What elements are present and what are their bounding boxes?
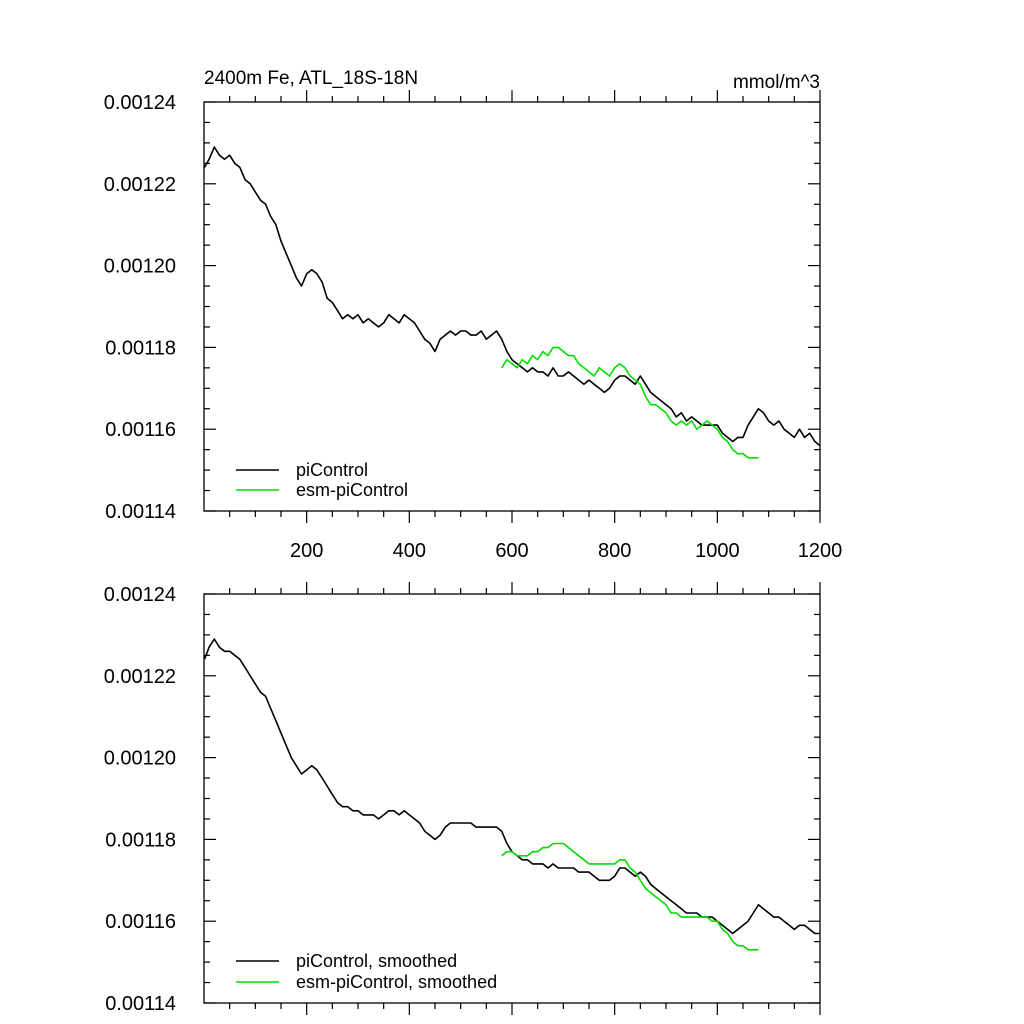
y-axis: 0.00114 0.00116 0.00118 0.00120 0.00122 0.001… [104,584,820,1015]
legend-label-esm-picontrol-smoothed: esm-piControl, smoothed [296,972,497,992]
x-tick-label: 1000 [695,540,740,562]
x-axis: 200 400 600 800 1000 1200 [229,90,843,562]
x-axis [229,582,821,1015]
x-tick-label: 200 [290,540,323,562]
y-tick-label: 0.00114 [105,993,176,1015]
x-tick-label: 400 [393,540,426,562]
y-tick-label: 0.00124 [104,584,176,606]
bottom-chart-panel: 0.00114 0.00116 0.00118 0.00120 0.00122 0.001… [104,582,821,1015]
legend-label-picontrol: piControl [296,460,368,480]
y-tick-label: 0.00116 [105,911,176,933]
series-line-esm-picontrol [501,346,759,459]
y-tick-label: 0.00122 [104,666,176,688]
series-lines [203,638,820,951]
series-line-esm-picontrol-smoothed [501,842,759,951]
plot-frame [203,593,821,1004]
series-line-picontrol [203,146,821,447]
y-tick-label: 0.00120 [104,256,176,278]
y-tick-label: 0.00118 [105,337,176,359]
x-tick-label: 1200 [798,540,843,562]
legend-label-esm-picontrol: esm-piControl [296,480,408,500]
y-tick-label: 0.00116 [105,419,176,441]
y-tick-label: 0.00118 [105,829,176,851]
plot-frame [203,101,821,512]
legend: piControl, smoothed esm-piControl, smoot… [236,951,497,992]
legend: piControl esm-piControl [236,460,408,500]
units-label: mmol/m^3 [733,72,820,93]
series-lines [203,146,821,459]
y-axis: 0.00114 0.00116 0.00118 0.00120 0.00122 0.001… [104,92,820,523]
y-tick-label: 0.00114 [105,501,176,523]
y-tick-label: 0.00120 [104,748,176,770]
y-tick-label: 0.00122 [104,174,176,196]
series-line-picontrol-smoothed [203,638,820,935]
top-chart-panel: 2400m Fe, ATL_18S-18N mmol/m^3 0.001140.… [104,68,843,562]
x-tick-label: 600 [495,540,528,562]
x-tick-label: 800 [598,540,631,562]
y-tick-label: 0.00124 [104,92,176,114]
chart-title: 2400m Fe, ATL_18S-18N [204,68,418,89]
legend-label-picontrol-smoothed: piControl, smoothed [296,951,457,971]
